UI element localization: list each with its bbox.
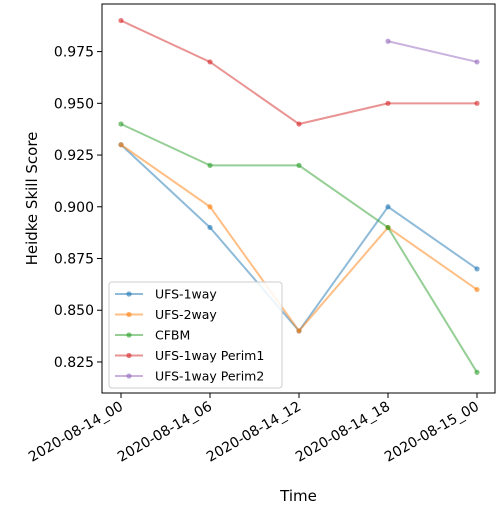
data-point [207,204,213,210]
data-point [385,38,391,44]
data-point [207,224,213,231]
series-3 [118,17,480,127]
data-point [385,100,391,106]
legend-marker [126,291,132,297]
y-tick-label: 0.900 [54,200,94,216]
y-axis: 0.825 0.850 0.875 0.900 0.925 0.950 0.975 [54,45,102,371]
data-point [296,328,302,334]
x-tick-label: 2020-08-14_06 [115,399,215,466]
x-tick-label: 2020-08-14_00 [26,399,126,466]
y-tick-label: 0.850 [54,303,94,319]
legend-box [108,281,283,389]
legend-marker [126,373,132,379]
x-tick-label: 2020-08-15_00 [382,399,482,466]
data-point [474,59,480,65]
legend-label: UFS-2way [155,307,217,322]
legend-entry: CFBM [115,328,190,343]
legend-label: UFS-1way Perim1 [155,348,264,363]
x-tick-label: 2020-08-14_12 [204,399,304,466]
legend: UFS-1way UFS-2way CFBM UFS-1way Perim1 UFS-1… [108,281,283,389]
y-tick-label: 0.950 [54,96,94,112]
legend-entry: UFS-1way [115,287,217,302]
data-point [474,369,480,375]
data-point [474,286,480,293]
series-2 [118,121,480,375]
legend-label: UFS-1way [155,287,217,302]
data-point [207,162,213,168]
series-4 [385,38,480,65]
legend-marker [126,311,132,318]
legend-label: CFBM [155,328,190,343]
legend-entry: UFS-1way Perim2 [115,369,264,384]
x-axis-label: Time [279,487,317,505]
x-tick-label: 2020-08-14_18 [293,399,393,466]
legend-entry: UFS-2way [115,307,217,322]
data-point [474,100,480,106]
data-point [385,204,391,210]
y-tick-label: 0.925 [54,148,94,164]
data-point [385,224,391,231]
series-layer [118,17,480,375]
series-line [387,40,478,63]
data-point [474,266,480,272]
legend-marker [126,332,132,338]
data-point [118,17,124,24]
data-point [207,59,213,65]
series-line [120,19,477,126]
data-point [296,162,302,168]
legend-entry: UFS-1way Perim1 [115,348,264,363]
y-tick-label: 0.825 [54,355,94,371]
data-point [118,121,124,127]
data-point [296,121,302,127]
x-axis: 2020-08-14_002020-08-14_062020-08-14_122… [26,393,482,466]
y-tick-label: 0.875 [54,252,94,268]
y-axis-label: Heidke Skill Score [23,132,41,266]
legend-marker [126,352,132,359]
legend-label: UFS-1way Perim2 [155,369,264,384]
data-point [118,142,124,148]
y-tick-label: 0.975 [54,45,94,61]
